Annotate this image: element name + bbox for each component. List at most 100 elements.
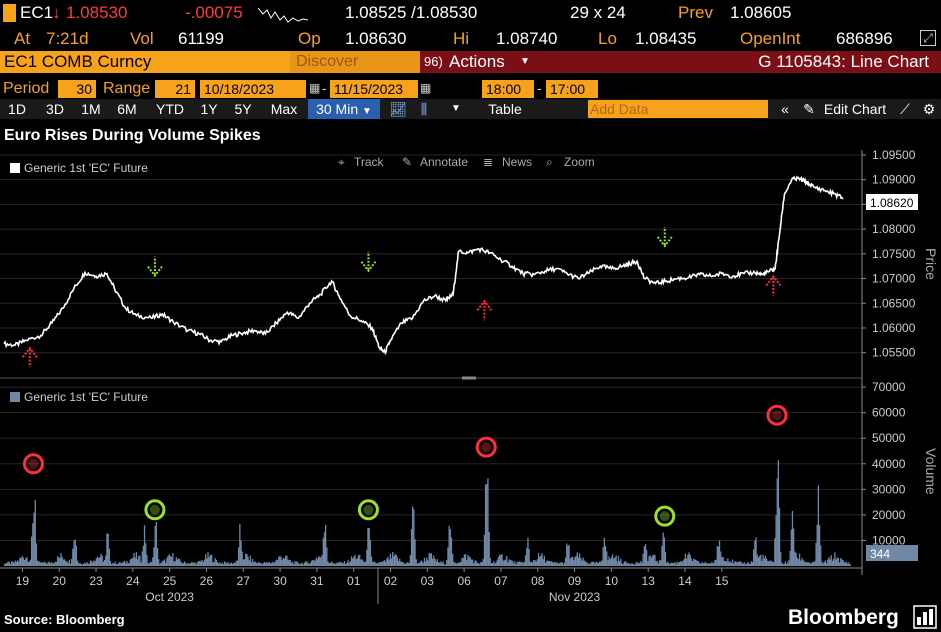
security-field[interactable]: EC1 COMB Curncy xyxy=(0,51,290,73)
table-button[interactable]: Table xyxy=(488,101,522,117)
draw-icon[interactable]: ⟋ xyxy=(900,101,910,117)
lo-label: Lo xyxy=(598,29,617,48)
volume-bar xyxy=(334,563,336,566)
volume-bar xyxy=(845,561,848,566)
volume-bar xyxy=(620,558,622,566)
volume-bar xyxy=(837,558,839,566)
zoom-icon[interactable]: ⌕ xyxy=(546,155,553,169)
tab-5y[interactable]: 5Y xyxy=(234,101,252,117)
volume-bar xyxy=(314,560,316,566)
track-icon[interactable]: ⌖ xyxy=(338,155,345,169)
volume-bar xyxy=(666,562,668,566)
period-input[interactable]: 30 xyxy=(58,80,96,98)
calendar-icon[interactable]: ▦ xyxy=(309,81,321,95)
volume-bar xyxy=(153,547,155,566)
bid-ask-size: 29 x 24 xyxy=(570,3,626,22)
end-date-input[interactable]: 11/15/2023 xyxy=(330,80,418,98)
volume-bar xyxy=(59,557,61,566)
volume-bar xyxy=(447,547,449,566)
edit-icon[interactable]: ✎ xyxy=(803,101,815,117)
volume-bar xyxy=(583,560,585,566)
volume-bar xyxy=(445,564,447,566)
zoom-tool[interactable]: Zoom xyxy=(564,155,595,169)
end-time-input[interactable]: 17:00 xyxy=(546,80,598,98)
volume-bar xyxy=(604,546,607,566)
volume-bar xyxy=(849,564,851,566)
tab-max[interactable]: Max xyxy=(270,101,298,117)
volume-bar xyxy=(381,562,383,566)
volume-bar xyxy=(16,560,19,566)
volume-bar xyxy=(120,563,122,566)
volume-bar xyxy=(73,540,75,566)
volume-bar xyxy=(98,557,100,566)
volume-bar xyxy=(195,564,197,566)
collapse-icon[interactable]: « xyxy=(781,101,789,117)
tab-1d[interactable]: 1D xyxy=(8,101,26,117)
actions-dropdown-icon[interactable]: ▼ xyxy=(520,56,530,67)
volume-bar xyxy=(128,562,130,566)
start-date-input[interactable]: 10/18/2023 xyxy=(200,80,306,98)
volume-bar xyxy=(312,559,314,566)
annotate-icon[interactable]: ✎ xyxy=(402,155,412,169)
news-icon[interactable]: ≣ xyxy=(483,155,493,169)
volume-bar xyxy=(774,538,776,566)
line-chart-icon[interactable]: 📈︎ xyxy=(389,101,407,117)
markers xyxy=(21,226,788,527)
expand-icon[interactable]: ⤢ xyxy=(920,30,936,46)
track-tool[interactable]: Track xyxy=(354,155,385,169)
add-data-input[interactable]: Add Data xyxy=(588,100,768,118)
bar-chart-icon[interactable]: ⫼ xyxy=(420,101,428,117)
annotate-tool[interactable]: Annotate xyxy=(420,155,468,169)
volume-spike-marker-fill xyxy=(481,442,492,453)
volume-bar xyxy=(760,554,762,566)
discover-button[interactable]: Discover xyxy=(290,51,420,73)
volume-bar xyxy=(651,555,654,566)
volume-bar xyxy=(255,562,257,566)
volume-bar xyxy=(219,562,221,566)
actions-menu[interactable]: Actions xyxy=(449,52,505,71)
volume-bar xyxy=(543,555,545,566)
price-legend: Generic 1st 'EC' Future xyxy=(24,161,148,175)
volume-bar xyxy=(44,561,46,566)
tab-1y[interactable]: 1Y xyxy=(200,101,218,117)
volume-bar xyxy=(215,560,217,566)
volume-bar xyxy=(178,558,180,566)
last-price-label: 1.08620 xyxy=(870,196,914,210)
tab-1m[interactable]: 1M xyxy=(81,101,101,117)
volume-bar xyxy=(661,545,663,566)
news-tool[interactable]: News xyxy=(502,155,532,169)
volume-bar xyxy=(589,563,591,566)
tab-3d[interactable]: 3D xyxy=(46,101,64,117)
volume-bar xyxy=(454,562,456,566)
volume-bar xyxy=(316,559,319,566)
tab-ytd[interactable]: YTD xyxy=(156,101,184,117)
volume-bar xyxy=(40,563,42,566)
volume-bar xyxy=(460,561,462,566)
volume-bar xyxy=(366,549,368,566)
volume-bar xyxy=(679,562,681,566)
volume-bar xyxy=(479,563,481,566)
volume-bar xyxy=(802,559,804,566)
volume-bar xyxy=(64,559,66,566)
volume-bar xyxy=(28,561,30,566)
volume-bar xyxy=(118,562,120,566)
start-time-input[interactable]: 18:00 xyxy=(482,80,534,98)
tab-6m[interactable]: 6M xyxy=(117,101,137,117)
settings-icon[interactable]: ⚙ xyxy=(922,101,936,117)
volume-bar xyxy=(112,562,114,566)
chart-type-dropdown-icon[interactable]: ▼ xyxy=(451,103,461,114)
volume-bar xyxy=(47,562,49,566)
volume-bar xyxy=(272,561,274,566)
edit-chart-button[interactable]: Edit Chart xyxy=(823,101,887,117)
volume-bar xyxy=(386,558,388,566)
volume-bar xyxy=(463,554,466,566)
volume-bar xyxy=(143,525,146,566)
volume-bar xyxy=(574,557,576,566)
interval-select[interactable]: 30 Min ▼ xyxy=(308,99,380,119)
calendar-icon[interactable]: ▦ xyxy=(420,81,432,95)
x-tick-label: 30 xyxy=(273,574,287,588)
range-input[interactable]: 21 xyxy=(155,80,195,98)
lo-value: 1.08435 xyxy=(635,29,697,48)
price-tick-label: 1.06000 xyxy=(872,321,916,335)
